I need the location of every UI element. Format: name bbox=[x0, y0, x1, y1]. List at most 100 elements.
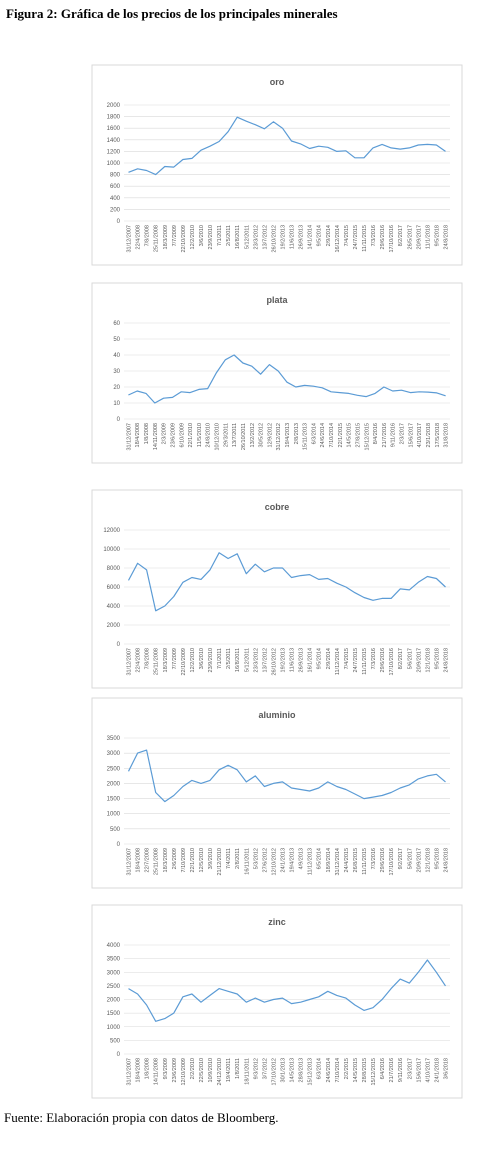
x-tick-label: 7/3/2016 bbox=[371, 225, 377, 246]
x-tick-label: 9/5/2018 bbox=[434, 648, 440, 669]
x-tick-label: 9/5/2014 bbox=[317, 225, 323, 246]
x-tick-label: 8/4/2016 bbox=[373, 423, 379, 444]
x-tick-label: 6/3/2014 bbox=[311, 423, 317, 444]
x-tick-label: 5/12/2011 bbox=[244, 648, 250, 672]
x-tick-label: 1/8/2011 bbox=[235, 1058, 241, 1079]
x-tick-label: 6/3/2014 bbox=[317, 1058, 323, 1079]
x-tick-label: 11/12/2014 bbox=[335, 648, 341, 675]
y-tick-label: 40 bbox=[113, 353, 120, 359]
x-tick-label: 18/4/2008 bbox=[136, 1058, 142, 1082]
x-tick-label: 2/6/2009 bbox=[172, 848, 178, 869]
x-tick-label: 14/1/2014 bbox=[308, 225, 314, 249]
x-tick-label: 29/6/2016 bbox=[380, 848, 386, 872]
y-tick-label: 10000 bbox=[103, 547, 120, 553]
x-tick-label: 23/6/2009 bbox=[170, 423, 176, 447]
x-tick-label: 7/10/2014 bbox=[335, 1058, 341, 1082]
x-tick-label: 7/1/2011 bbox=[217, 648, 223, 669]
x-tick-label: 25/11/2008 bbox=[154, 225, 160, 252]
price-line bbox=[128, 959, 446, 1022]
x-tick-label: 23/9/2010 bbox=[208, 225, 214, 249]
y-tick-label: 10 bbox=[113, 401, 120, 407]
x-tick-label: 7/1/2011 bbox=[217, 225, 223, 246]
x-tick-label: 18/4/2008 bbox=[135, 423, 141, 447]
y-tick-label: 1500 bbox=[107, 1011, 121, 1017]
y-tick-label: 800 bbox=[110, 173, 121, 179]
x-tick-label: 24/6/2014 bbox=[320, 423, 326, 447]
x-tick-label: 7/7/2009 bbox=[172, 225, 178, 246]
x-tick-label: 31/12/2014 bbox=[335, 848, 341, 876]
x-tick-label: 3/6/2018 bbox=[443, 1058, 449, 1079]
x-tick-label: 21/7/2016 bbox=[389, 1058, 395, 1082]
x-tick-label: 21/7/2016 bbox=[382, 423, 388, 447]
x-tick-label: 27/6/2012 bbox=[262, 848, 268, 872]
figure-title: Figura 2: Gráfica de los precios de los … bbox=[6, 6, 338, 21]
y-tick-label: 8000 bbox=[107, 566, 121, 572]
x-tick-label: 18/3/2009 bbox=[163, 848, 169, 872]
x-tick-label: 28/8/2015 bbox=[362, 1058, 368, 1082]
chart-frame bbox=[91, 697, 463, 889]
x-tick-label: 23/3/2012 bbox=[253, 225, 259, 249]
x-tick-label: 11/12/2013 bbox=[308, 848, 314, 875]
x-tick-label: 22/10/2009 bbox=[181, 225, 187, 253]
chart-title: oro bbox=[270, 77, 285, 87]
x-tick-label: 15/12/2015 bbox=[364, 423, 370, 451]
x-tick-label: 7/3/2016 bbox=[371, 848, 377, 869]
x-tick-label: 26/9/2013 bbox=[299, 225, 305, 249]
x-tick-label: 4/10/2017 bbox=[425, 1058, 431, 1082]
x-tick-label: 10/12/2010 bbox=[215, 423, 221, 451]
y-tick-label: 2000 bbox=[107, 623, 121, 629]
x-tick-label: 18/9/2014 bbox=[326, 848, 332, 872]
x-tick-label: 26/10/2012 bbox=[271, 225, 277, 253]
x-tick-label: 5/6/2017 bbox=[407, 848, 413, 869]
chart-title: plata bbox=[266, 295, 288, 305]
chart-title: cobre bbox=[265, 502, 290, 512]
y-tick-label: 3000 bbox=[107, 751, 121, 757]
x-tick-label: 23/6/2009 bbox=[172, 1058, 178, 1082]
x-tick-label: 9/2/2017 bbox=[398, 848, 404, 869]
y-tick-label: 4000 bbox=[107, 604, 121, 610]
y-tick-label: 400 bbox=[110, 196, 121, 202]
x-tick-label: 16/12/2014 bbox=[335, 225, 341, 253]
x-tick-label: 31/8/2018 bbox=[444, 423, 450, 447]
x-tick-label: 24/1/2013 bbox=[280, 848, 286, 872]
x-tick-label: 2/9/2014 bbox=[326, 225, 332, 246]
x-tick-label: 19/2/2013 bbox=[280, 648, 286, 672]
x-tick-label: 13/7/2012 bbox=[262, 225, 268, 249]
x-tick-label: 24/7/2015 bbox=[353, 225, 359, 249]
x-tick-label: 5/3/2012 bbox=[253, 848, 259, 869]
x-tick-label: 12/2/2010 bbox=[190, 225, 196, 249]
x-tick-label: 24/8/2010 bbox=[206, 423, 212, 447]
x-tick-label: 24/8/2018 bbox=[443, 848, 449, 872]
x-tick-label: 10/9/2010 bbox=[208, 1058, 214, 1082]
x-tick-label: 3/6/2010 bbox=[199, 225, 205, 246]
x-tick-label: 18/3/2009 bbox=[163, 225, 169, 249]
x-tick-label: 4/10/2017 bbox=[417, 423, 423, 447]
x-tick-label: 26/10/2012 bbox=[271, 648, 277, 676]
x-tick-label: 22/1/2010 bbox=[188, 423, 194, 447]
x-tick-label: 14/5/2015 bbox=[353, 1058, 359, 1082]
x-tick-label: 15/6/2017 bbox=[408, 423, 414, 447]
x-tick-label: 31/12/2007 bbox=[127, 648, 133, 676]
x-tick-label: 7/10/2014 bbox=[329, 423, 335, 447]
price-line bbox=[128, 354, 446, 404]
x-tick-label: 7/8/2008 bbox=[145, 225, 151, 246]
x-tick-label: 13/2/2012 bbox=[250, 423, 256, 447]
x-tick-label: 11/11/2015 bbox=[362, 848, 368, 875]
chart-frame bbox=[91, 282, 463, 464]
x-tick-label: 19/2/2013 bbox=[280, 225, 286, 249]
chart-frame bbox=[91, 64, 463, 266]
y-tick-label: 1200 bbox=[107, 149, 121, 155]
x-tick-label: 8/2/2017 bbox=[398, 225, 404, 246]
x-tick-label: 22/1/2015 bbox=[338, 423, 344, 447]
source-note: Fuente: Elaboración propia con datos de … bbox=[4, 1110, 279, 1125]
x-tick-label: 11/1/2018 bbox=[425, 225, 431, 249]
price-line bbox=[127, 749, 446, 803]
x-tick-label: 11/6/2013 bbox=[290, 225, 296, 249]
x-tick-label: 18/11/2011 bbox=[244, 1058, 250, 1085]
x-tick-label: 7/4/2011 bbox=[226, 848, 232, 869]
x-tick-label: 26/10/2011 bbox=[241, 423, 247, 450]
y-tick-label: 2000 bbox=[107, 103, 121, 109]
x-tick-label: 19/4/2013 bbox=[285, 423, 291, 447]
x-tick-label: 31/12/2007 bbox=[127, 848, 133, 876]
